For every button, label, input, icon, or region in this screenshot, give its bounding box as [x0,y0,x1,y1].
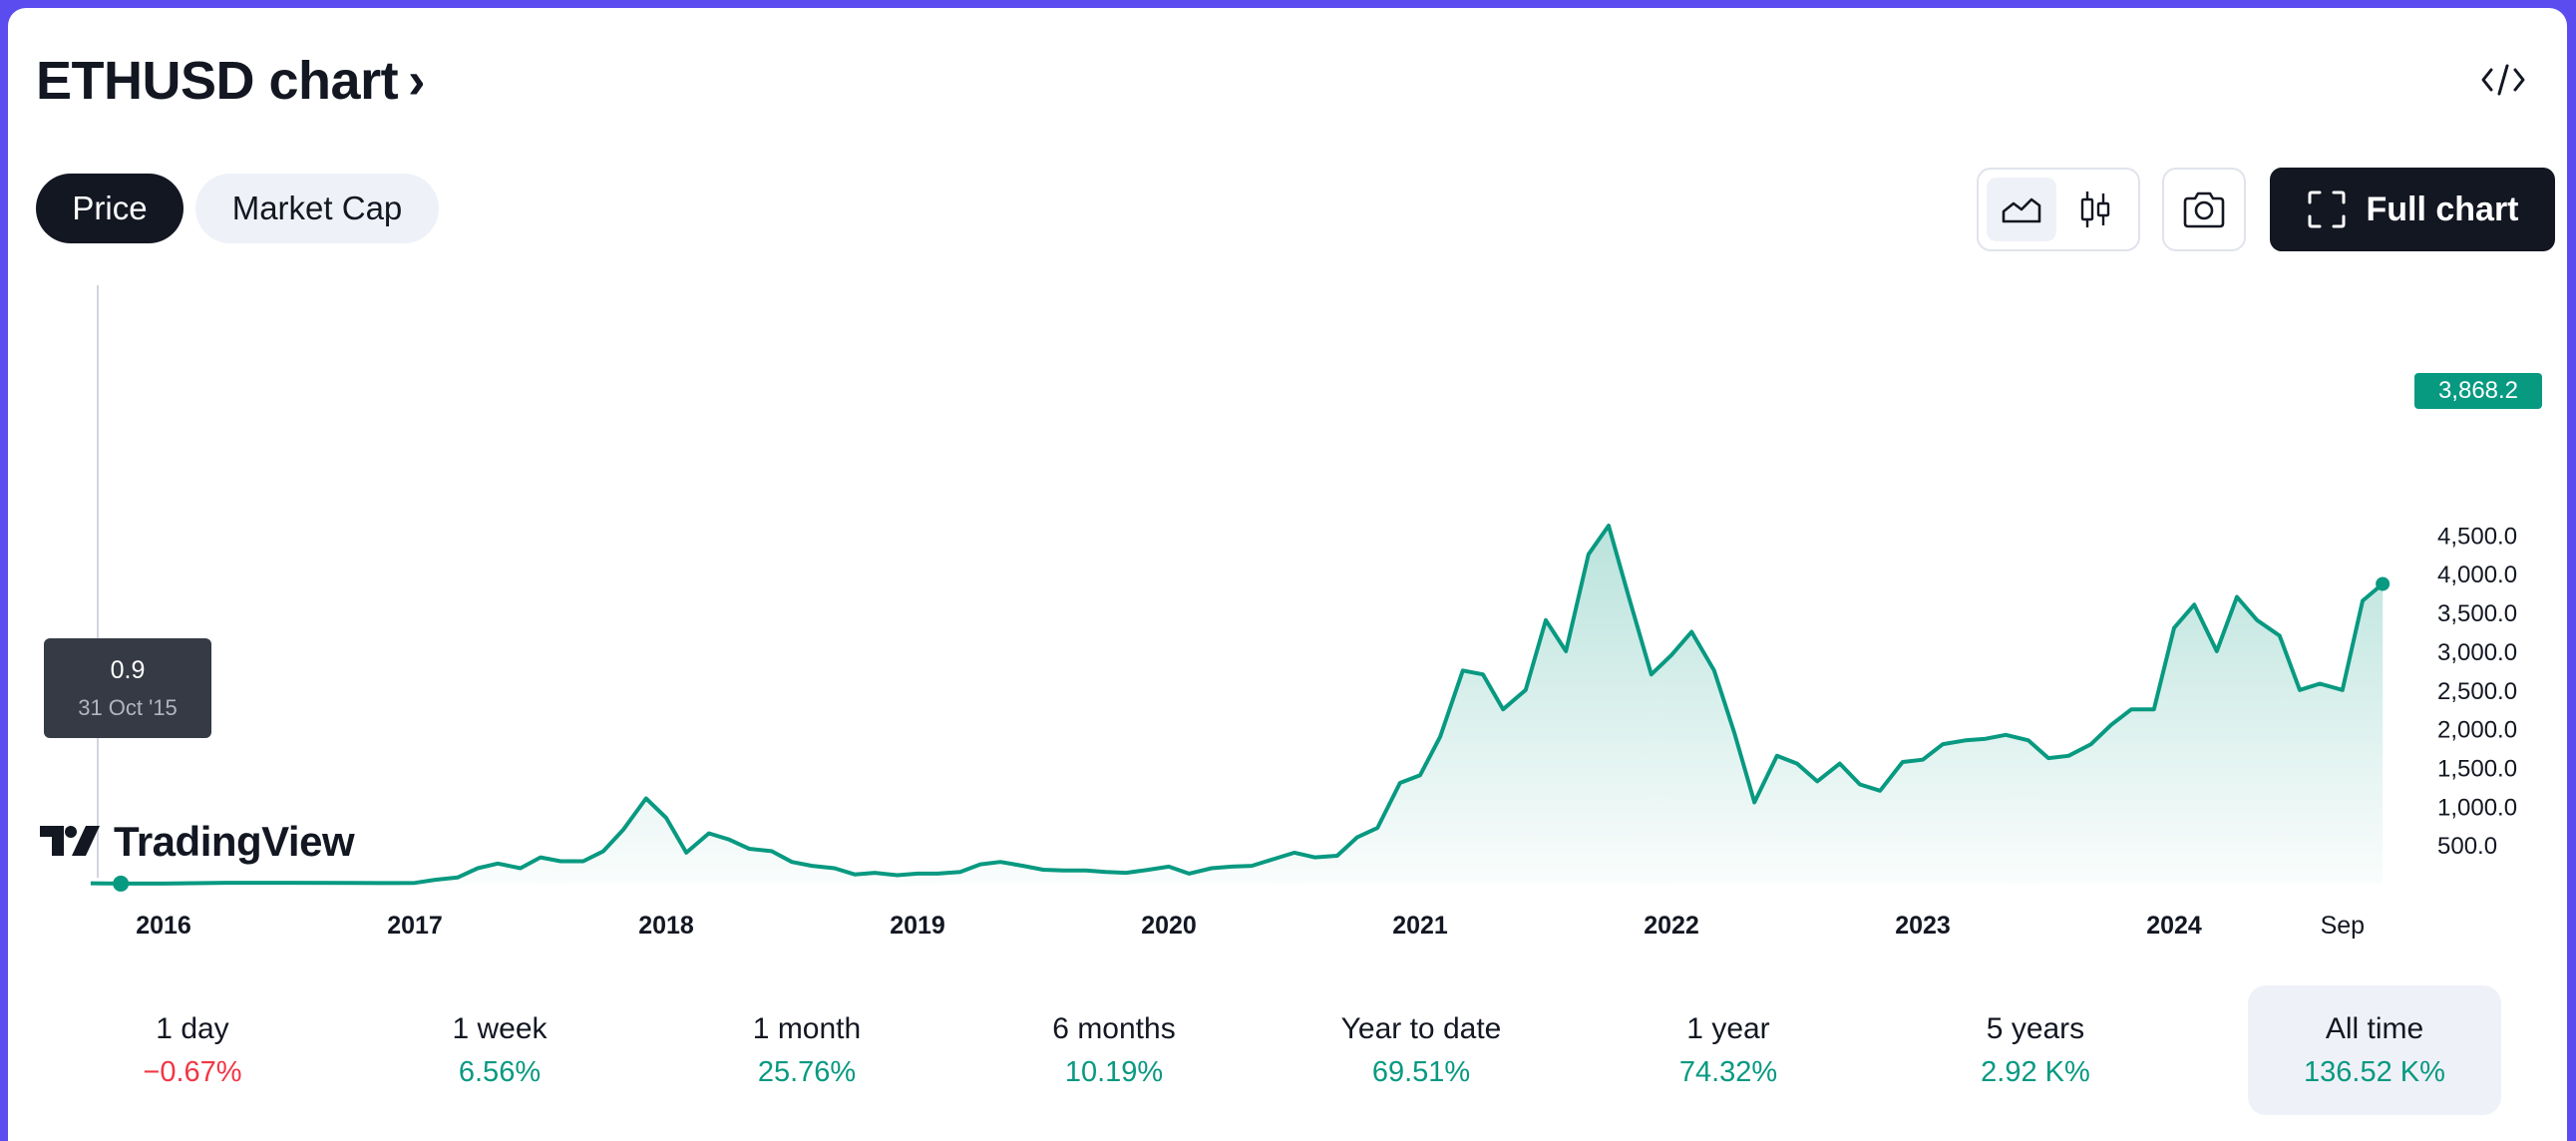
chart-title: ETHUSD chart [36,51,399,111]
camera-icon [2183,191,2225,228]
period-5-years[interactable]: 5 years 2.92 K% [1909,985,2162,1115]
period-change: 25.76% [757,1055,857,1088]
period-year-to-date[interactable]: Year to date 69.51% [1294,985,1548,1115]
tooltip-date: 31 Oct '15 [78,694,178,720]
y-tick-label: 1,500.0 [2437,755,2517,782]
x-tick-label: 2018 [638,912,694,940]
x-tick-label: 2021 [1392,912,1448,940]
last-price-point [2376,576,2391,591]
period-change: 74.32% [1678,1055,1778,1088]
screenshot-button[interactable] [2162,168,2246,251]
y-tick-label: 2,000.0 [2437,717,2517,744]
period-change: 136.52 K% [2304,1055,2445,1088]
price-line [90,524,2385,886]
performance-periods: 1 day −0.67% 1 week 6.56% 1 month 25.76% 6 mon… [8,985,2567,1115]
area-chart-button[interactable] [1987,178,2056,241]
period-6-months[interactable]: 6 months 10.19% [987,985,1241,1115]
full-chart-label: Full chart [2366,190,2519,228]
y-tick-label: 3,500.0 [2437,600,2517,627]
x-tick-label: 2022 [1644,912,1699,940]
x-tick-label: 2020 [1141,912,1197,940]
y-tick-label: 500.0 [2437,833,2497,860]
y-tick-label: 3,000.0 [2437,639,2517,666]
period-change: 69.51% [1371,1055,1471,1088]
period-change: 6.56% [458,1055,542,1088]
candlestick-button[interactable] [2060,178,2130,241]
tradingview-logo-icon [40,826,100,856]
period-label: 1 month [752,1011,862,1045]
tooltip-value: 0.9 [110,655,146,684]
period-1-week[interactable]: 1 week 6.56% [373,985,626,1115]
period-1-day[interactable]: 1 day −0.67% [66,985,319,1115]
chart-title-link[interactable]: ETHUSD chart › [36,50,425,112]
last-price-label: 3,868.2 [2414,373,2542,409]
period-change: 10.19% [1064,1055,1164,1088]
period-all-time[interactable]: All time 136.52 K% [2248,985,2501,1115]
y-tick-label: 4,500.0 [2437,523,2517,550]
tab-price[interactable]: Price [36,174,184,243]
x-tick-label: 2019 [890,912,945,940]
y-tick-label: 2,500.0 [2437,678,2517,705]
period-change: −0.67% [143,1055,242,1088]
candlestick-icon [2080,191,2110,227]
period-label: 5 years [1986,1011,2085,1045]
x-tick-label: 2016 [136,912,191,940]
period-label: 1 day [156,1011,229,1045]
period-1-month[interactable]: 1 month 25.76% [680,985,933,1115]
code-icon[interactable] [2479,60,2527,100]
tab-market-cap[interactable]: Market Cap [195,174,439,243]
crosshair-point [113,875,130,892]
period-label: Year to date [1340,1011,1502,1045]
period-label: 6 months [1052,1011,1176,1045]
crosshair-tooltip: 0.9 31 Oct '15 [44,638,211,738]
x-tick-label: Sep [2321,912,2365,940]
area-chart-icon [2002,197,2041,223]
period-label: 1 year [1686,1011,1770,1045]
price-chart[interactable]: 500.0 1,000.0 1,500.0 2,000.0 2,500.0 3,000.0… [8,8,2567,985]
period-1-year[interactable]: 1 year 74.32% [1602,985,1855,1115]
full-chart-button[interactable]: Full chart [2270,168,2555,251]
tradingview-logo-text: TradingView [114,818,355,865]
chevron-right-icon: › [408,52,425,110]
chart-card: ETHUSD chart › Price Market Cap [8,8,2567,1141]
x-tick-label: 2024 [2146,912,2202,940]
chart-type-toggle [1977,168,2140,251]
x-tick-label: 2023 [1895,912,1951,940]
fullscreen-icon [2308,190,2346,228]
period-change: 2.92 K% [1981,1055,2090,1088]
price-area-fill [90,526,2384,884]
tradingview-logo: TradingView [38,818,355,866]
period-label: All time [2325,1011,2424,1045]
y-tick-label: 4,000.0 [2437,562,2517,588]
period-label: 1 week [452,1011,548,1045]
y-tick-label: 1,000.0 [2437,794,2517,821]
x-tick-label: 2017 [387,912,443,940]
